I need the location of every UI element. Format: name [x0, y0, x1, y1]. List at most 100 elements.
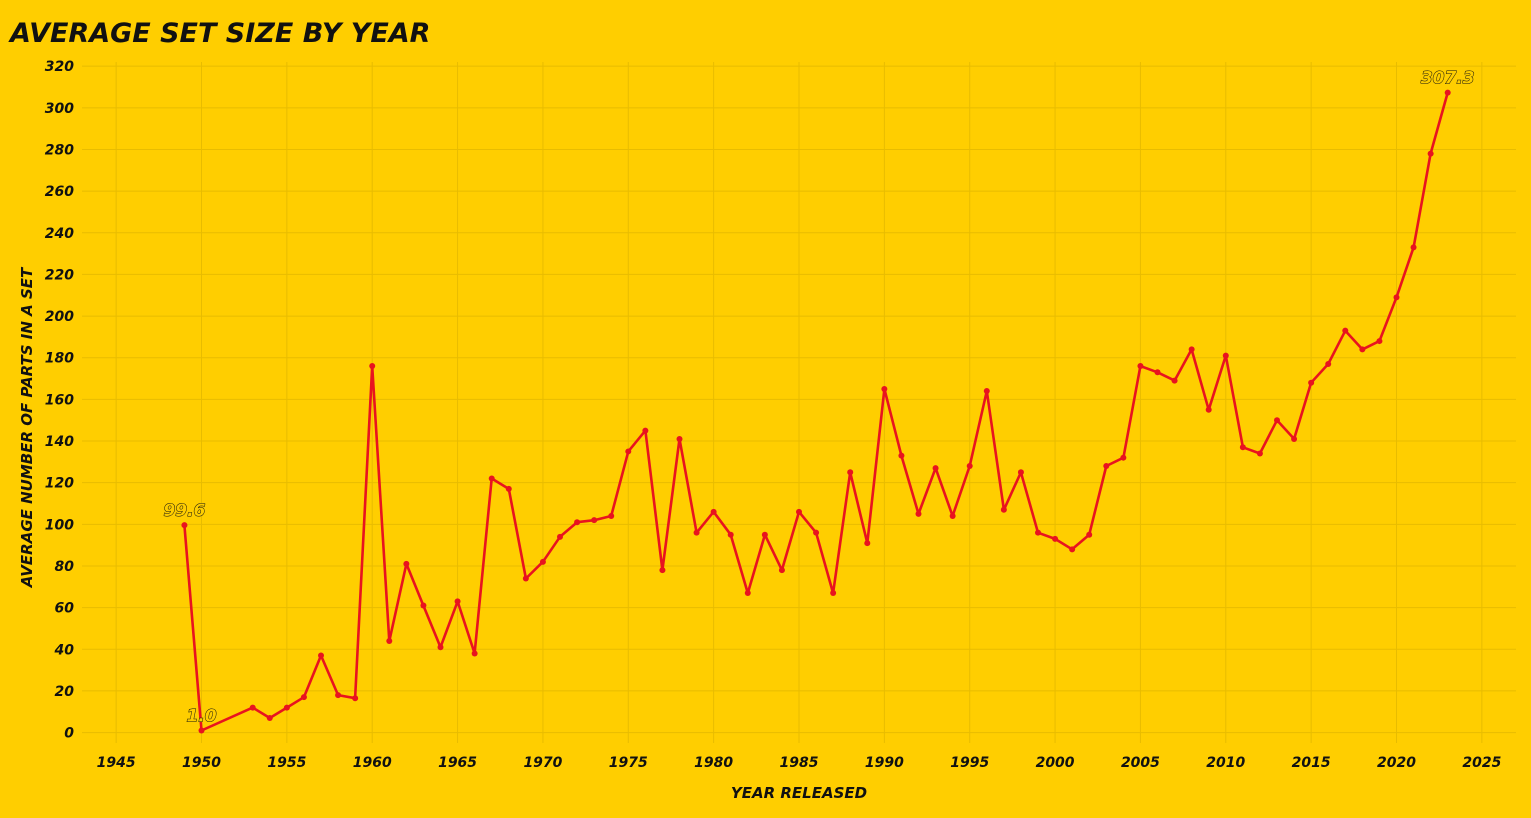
data-point — [898, 452, 905, 459]
points-layer — [181, 89, 1451, 734]
data-point — [1274, 417, 1280, 424]
x-tick-label: 2005 — [1121, 755, 1160, 771]
data-point — [1000, 506, 1007, 513]
data-point — [1205, 406, 1212, 413]
data-point — [335, 692, 342, 699]
data-point — [710, 508, 717, 515]
data-point — [488, 475, 495, 482]
data-point — [1086, 531, 1093, 538]
x-tick-label: 1980 — [694, 755, 733, 771]
x-tick-label: 1995 — [950, 755, 989, 771]
y-tick-label: 280 — [45, 142, 74, 158]
data-point — [1052, 535, 1059, 542]
x-tick-label: 1975 — [609, 755, 648, 771]
x-tick-label: 1960 — [353, 755, 392, 771]
data-point — [881, 385, 888, 392]
data-point — [437, 644, 444, 651]
y-tick-label: 100 — [45, 517, 74, 533]
data-point — [557, 533, 563, 540]
data-point — [1291, 435, 1298, 442]
y-tick-label: 0 — [64, 726, 74, 742]
x-tick-label: 2020 — [1377, 755, 1416, 771]
data-point — [318, 652, 324, 659]
data-point — [352, 695, 359, 702]
data-point — [813, 529, 820, 536]
data-point — [727, 531, 734, 538]
y-tick-label: 160 — [45, 392, 74, 408]
data-point — [539, 558, 546, 565]
data-point — [1376, 338, 1383, 345]
data-point — [1325, 360, 1332, 367]
x-tick-label: 2000 — [1036, 755, 1075, 771]
data-point — [608, 513, 615, 519]
data-point — [471, 650, 478, 657]
y-tick-label: 260 — [45, 184, 74, 200]
data-point — [966, 463, 973, 470]
data-point — [1444, 89, 1451, 96]
data-point — [522, 575, 529, 582]
data-point — [591, 517, 598, 524]
data-point — [1137, 363, 1144, 370]
data-point — [454, 598, 461, 605]
data-point — [1222, 352, 1229, 359]
x-tick-label: 1970 — [523, 755, 562, 771]
x-tick-label: 1945 — [97, 755, 136, 771]
data-point — [420, 602, 427, 609]
data-point — [847, 469, 854, 476]
data-label: 99.6 — [163, 501, 205, 521]
data-point — [249, 704, 256, 711]
y-tick-label: 300 — [45, 101, 74, 117]
data-label: 307.3 — [1421, 69, 1475, 89]
data-point — [300, 694, 307, 701]
data-point — [1239, 444, 1246, 451]
y-tick-label: 220 — [45, 267, 74, 283]
series-layer — [183, 92, 1449, 732]
data-point — [830, 590, 837, 597]
data-point — [505, 485, 512, 492]
data-point — [1171, 377, 1178, 384]
data-point — [1342, 327, 1349, 334]
data-point — [1308, 379, 1315, 386]
x-axis-label: YEAR RELEASED — [731, 784, 867, 802]
annotations: 99.6 1.0 307.3 — [163, 68, 1475, 727]
chart-title: AVERAGE SET SIZE BY YEAR — [8, 18, 430, 49]
y-axis-label: AVERAGE NUMBER OF PARTS IN A SET — [18, 266, 36, 588]
data-point — [761, 531, 768, 538]
data-point — [266, 715, 273, 722]
data-point — [1017, 469, 1024, 476]
y-axis-ticks: 0 20 40 60 80 100 120 140 160 180 200 220 240 260 280 3… — [45, 59, 74, 741]
data-label: 1.0 — [186, 707, 216, 727]
data-point — [1154, 369, 1161, 376]
data-point — [403, 560, 410, 567]
data-point — [949, 513, 956, 519]
x-tick-label: 2025 — [1462, 755, 1501, 771]
grid-lines — [82, 62, 1516, 743]
x-tick-label: 1965 — [438, 755, 477, 771]
data-point — [1069, 546, 1076, 553]
data-point — [198, 727, 205, 734]
data-point — [1103, 463, 1110, 470]
data-point — [693, 529, 700, 536]
data-point — [983, 388, 990, 395]
data-point — [778, 567, 785, 574]
x-tick-label: 1950 — [182, 755, 221, 771]
y-tick-label: 140 — [45, 434, 74, 450]
data-point — [1120, 454, 1127, 461]
y-tick-label: 320 — [45, 59, 74, 75]
x-tick-label: 2015 — [1292, 755, 1331, 771]
data-point — [744, 590, 751, 597]
y-tick-label: 40 — [54, 642, 75, 658]
y-tick-label: 200 — [45, 309, 74, 325]
y-tick-label: 80 — [55, 559, 75, 575]
y-tick-label: 60 — [55, 601, 75, 617]
x-axis-ticks: 1945 1950 1955 1960 1965 1970 1975 1980 1985 1990… — [97, 755, 1502, 771]
data-point — [864, 540, 871, 547]
x-tick-label: 1955 — [267, 755, 306, 771]
y-tick-label: 20 — [55, 684, 75, 700]
series-line — [183, 92, 1449, 732]
data-point — [796, 508, 802, 515]
data-point — [1410, 244, 1417, 251]
data-point — [932, 465, 939, 472]
